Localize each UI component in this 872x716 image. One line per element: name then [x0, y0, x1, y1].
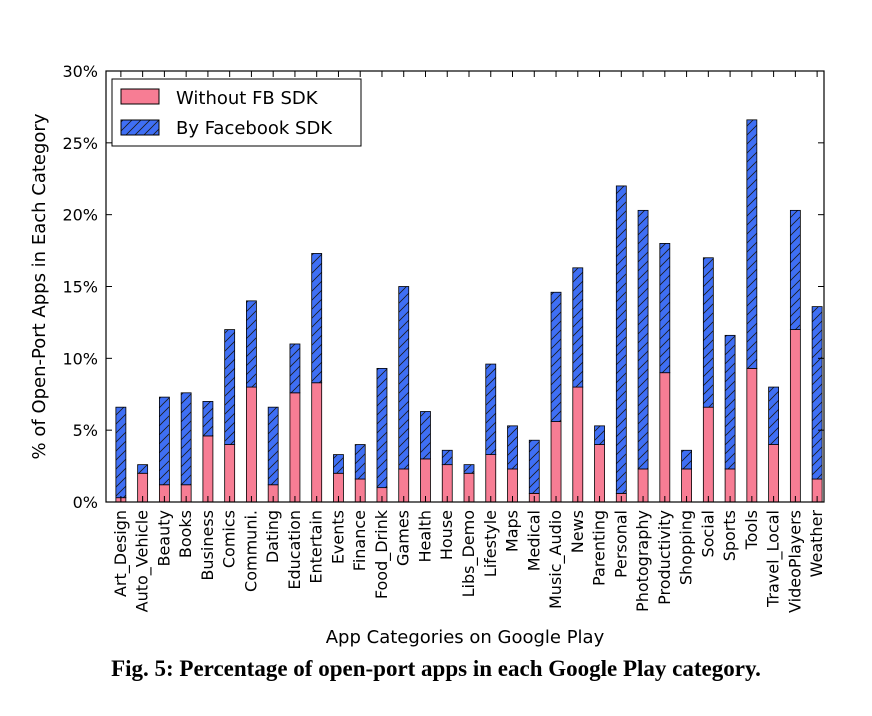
bar-by-facebook-sdk [441, 449, 453, 466]
x-tick-label: Maps [503, 510, 522, 552]
bar-by-facebook-sdk [311, 253, 323, 384]
bar-by-facebook-sdk [594, 425, 605, 445]
x-tick-label: Dating [263, 510, 282, 563]
bar-without-fb-sdk [289, 392, 301, 503]
bar-by-facebook-sdk [354, 444, 366, 480]
x-tick-label: Books [176, 510, 195, 558]
bar-by-facebook-sdk [659, 242, 671, 374]
x-tick-label: Entertain [307, 510, 326, 584]
x-tick-label: House [437, 510, 456, 560]
x-tick-label: Music_Audio [546, 510, 566, 609]
y-tick-label: 25% [62, 134, 98, 153]
x-tick-label: Libs_Demo [459, 510, 479, 597]
x-tick-label: News [568, 510, 587, 553]
y-tick-label: 30% [62, 62, 98, 81]
legend-label-by-facebook-sdk: By Facebook SDK [176, 118, 333, 139]
legend: Without FB SDK By Facebook SDK [111, 78, 362, 147]
x-tick-label: Auto_Vehicle [133, 510, 153, 612]
x-tick-label: Sports [720, 510, 739, 561]
x-tick-label: Beauty [154, 510, 173, 567]
bar-by-facebook-sdk [333, 454, 344, 474]
bar-without-fb-sdk [702, 406, 714, 503]
legend-swatch-by-facebook-sdk [120, 119, 160, 136]
bar-by-facebook-sdk [224, 329, 236, 445]
bar-by-facebook-sdk [376, 367, 388, 489]
bar-without-fb-sdk [768, 444, 780, 503]
x-tick-label: Food_Drink [372, 509, 392, 599]
x-tick-label: Parenting [590, 510, 609, 586]
bar-by-facebook-sdk [463, 464, 475, 474]
x-tick-label: Social [698, 510, 717, 557]
bar-by-facebook-sdk [137, 464, 149, 474]
stacked-bar-chart: 0% 5% 10% 15% 20% 25% 30% Art_Design Auto_Vehicl… [29, 62, 826, 648]
y-tick-label: 20% [62, 206, 98, 225]
bar-without-fb-sdk [746, 367, 758, 503]
bar-without-fb-sdk [550, 421, 562, 503]
x-tick-label: Tools [742, 510, 761, 550]
x-tick-label: Education [285, 510, 304, 590]
bar-by-facebook-sdk [202, 401, 214, 437]
bar-by-facebook-sdk [115, 406, 127, 499]
bars [115, 119, 823, 503]
bar-by-facebook-sdk [811, 306, 823, 480]
bar-by-facebook-sdk [572, 267, 584, 388]
x-tick-label: Communi. [241, 510, 260, 592]
bar-by-facebook-sdk [398, 286, 410, 470]
bar-by-facebook-sdk [615, 185, 627, 494]
x-tick-label: Comics [220, 510, 239, 568]
bar-without-fb-sdk [420, 458, 431, 503]
bar-by-facebook-sdk [724, 334, 736, 470]
bar-without-fb-sdk [572, 386, 584, 503]
bar-without-fb-sdk [789, 329, 801, 503]
x-tick-label: Shopping [677, 510, 696, 585]
x-tick-label: Personal [611, 510, 630, 578]
bar-without-fb-sdk [202, 435, 214, 503]
x-axis-label: App Categories on Google Play [326, 627, 605, 648]
bar-without-fb-sdk [485, 454, 497, 503]
bar-by-facebook-sdk [246, 300, 257, 388]
bar-by-facebook-sdk [289, 343, 301, 394]
x-tick-label: Photography [633, 510, 652, 612]
bar-without-fb-sdk [594, 444, 605, 503]
x-tick-label: Lifestyle [481, 510, 500, 577]
bar-by-facebook-sdk [637, 209, 649, 470]
x-tick-label: Productivity [655, 510, 674, 605]
x-tick-label: Weather [807, 510, 826, 578]
x-tick-label: Events [328, 510, 347, 564]
bar-by-facebook-sdk [550, 291, 562, 422]
x-tick-label: Business [198, 510, 217, 581]
y-axis-label: % of Open-Port Apps in Each Category [29, 113, 50, 459]
x-tick-label: Finance [350, 510, 369, 571]
bar-without-fb-sdk [659, 372, 671, 503]
bar-by-facebook-sdk [702, 257, 714, 408]
x-tick-label: Health [415, 510, 434, 563]
x-tick-label: Art_Design [111, 510, 131, 597]
bar-by-facebook-sdk [768, 386, 780, 445]
bar-without-fb-sdk [311, 382, 323, 503]
bar-by-facebook-sdk [528, 439, 540, 494]
bar-by-facebook-sdk [180, 392, 192, 486]
y-tick-label: 10% [62, 349, 98, 368]
x-tick-label: Games [394, 510, 413, 566]
figure-caption: Fig. 5: Percentage of open-port apps in … [111, 656, 761, 681]
x-tick-label: Medical [524, 510, 543, 571]
bar-by-facebook-sdk [789, 209, 801, 331]
bar-by-facebook-sdk [158, 396, 170, 486]
y-tick-label: 5% [73, 421, 98, 440]
legend-swatch-without-fb-sdk [120, 88, 160, 105]
bar-by-facebook-sdk [507, 425, 518, 470]
x-tick-label: VideoPlayers [785, 510, 804, 613]
bar-by-facebook-sdk [420, 411, 431, 460]
bar-by-facebook-sdk [746, 119, 758, 369]
y-tick-label: 0% [73, 493, 98, 512]
bar-without-fb-sdk [246, 386, 257, 503]
bar-by-facebook-sdk [485, 363, 497, 455]
bar-without-fb-sdk [224, 444, 236, 503]
legend-label-without-fb-sdk: Without FB SDK [176, 88, 319, 109]
bar-by-facebook-sdk [681, 449, 692, 470]
x-tick-label: Travel_Local [764, 510, 784, 608]
y-tick-label: 15% [62, 278, 98, 297]
bar-by-facebook-sdk [267, 406, 279, 486]
